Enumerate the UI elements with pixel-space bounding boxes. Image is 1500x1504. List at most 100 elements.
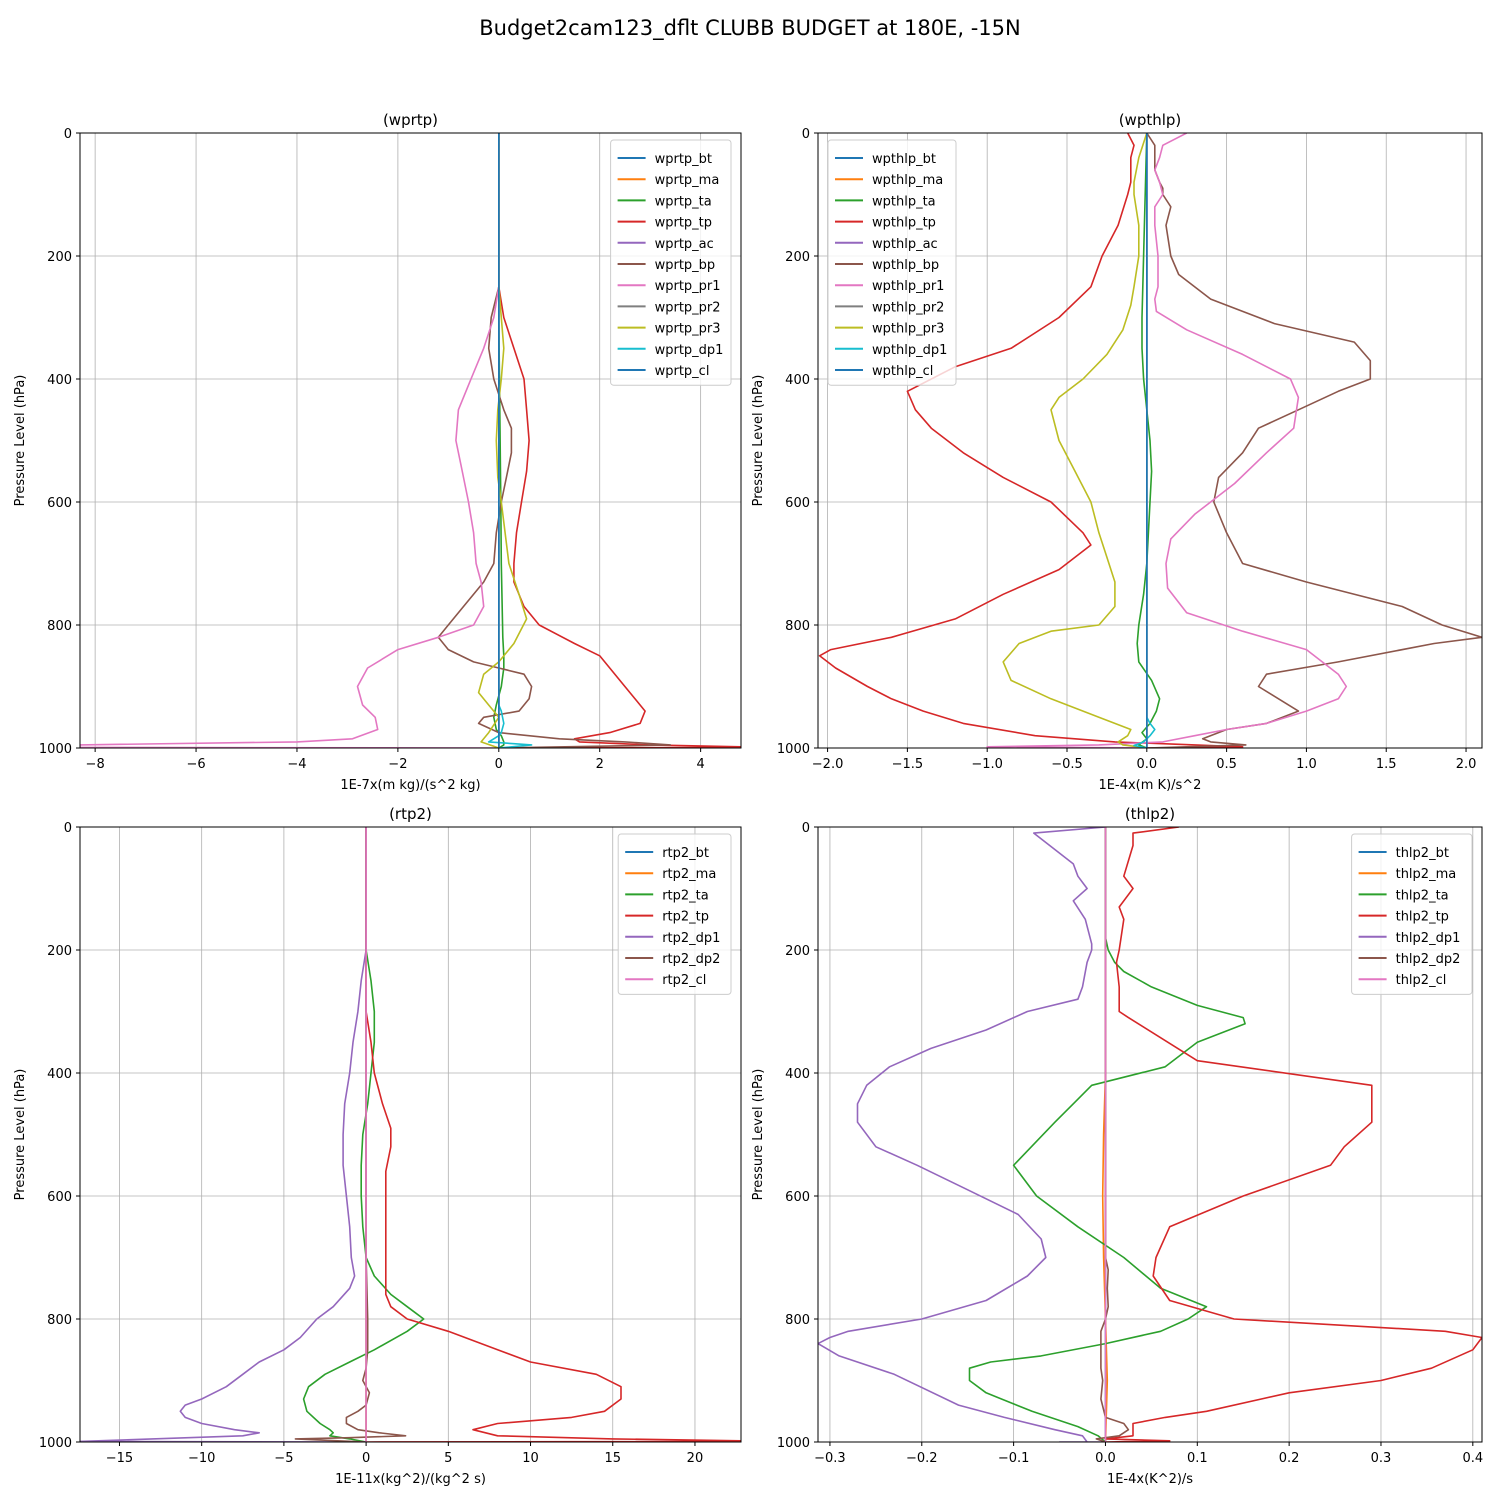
x-tick-label-4: 0.1 xyxy=(1187,1451,1208,1466)
y-tick-label-0: 0 xyxy=(64,127,72,142)
x-axis-label: 1E-4x(K^2)/s xyxy=(1107,1472,1193,1487)
y-tick-label-0: 0 xyxy=(802,127,810,142)
y-axis-label: Pressure Level (hPa) xyxy=(751,375,766,507)
y-tick-label-2: 400 xyxy=(785,373,810,388)
y-axis-label: Pressure Level (hPa) xyxy=(13,1069,28,1201)
x-axis-label: 1E-7x(m kg)/(s^2 kg) xyxy=(340,778,480,793)
series-group xyxy=(818,827,1482,1442)
legend-label-rtp2_dp2: rtp2_dp2 xyxy=(662,952,720,967)
legend-label-wpthlp_pr3: wpthlp_pr3 xyxy=(872,322,944,337)
x-tick-label-3: −0.5 xyxy=(1051,757,1083,772)
y-axis-label: Pressure Level (hPa) xyxy=(751,1069,766,1201)
legend-label-wprtp_tp: wprtp_tp xyxy=(655,216,712,231)
legend: wprtp_bt wprtp_ma wprtp_ta wprtp_tp wprtp_ac… xyxy=(610,139,732,386)
x-tick-label-5: 10 xyxy=(522,1451,539,1466)
y-tick-label-4: 800 xyxy=(47,619,72,634)
y-axis-label: Pressure Level (hPa) xyxy=(13,375,28,507)
x-axis-label: 1E-4x(m K)/s^2 xyxy=(1099,778,1202,793)
chart-panel-2: −2.0 −1.5 −1.0 −0.5 0.0 0.5 1.0 1.5 2.0 0 200 400 60… xyxy=(751,111,1483,793)
x-tick-label-3: −2 xyxy=(388,757,407,772)
legend-label-rtp2_bt: rtp2_bt xyxy=(662,846,709,861)
y-tick-label-3: 600 xyxy=(785,496,810,511)
series-line-rtp2_dp1 xyxy=(80,827,367,1442)
legend-label-thlp2_tp: thlp2_tp xyxy=(1396,910,1449,925)
x-tick-label-7: 20 xyxy=(687,1451,704,1466)
series-group xyxy=(80,827,741,1442)
legend-label-wpthlp_ma: wpthlp_ma xyxy=(872,173,943,188)
series-line-wpthlp_bp xyxy=(1146,133,1482,748)
panel-title: (wprtp) xyxy=(383,111,438,129)
x-tick-label-5: 0.2 xyxy=(1279,1451,1300,1466)
figure-title: Budget2cam123_dflt CLUBB BUDGET at 180E,… xyxy=(479,16,1021,40)
y-tick-label-5: 1000 xyxy=(777,1436,810,1451)
legend-label-wprtp_pr1: wprtp_pr1 xyxy=(655,279,721,294)
x-tick-label-4: 5 xyxy=(444,1451,452,1466)
plot-frame xyxy=(817,132,1483,749)
y-tick-label-2: 400 xyxy=(47,1067,72,1082)
series-line-rtp2_dp2 xyxy=(294,827,407,1442)
legend-label-rtp2_ma: rtp2_ma xyxy=(662,867,716,882)
plot-frame xyxy=(79,826,742,1443)
x-tick-label-0: −15 xyxy=(106,1451,133,1466)
series-line-wpthlp_pr1 xyxy=(986,133,1348,748)
x-tick-label-1: −1.5 xyxy=(892,757,924,772)
series-line-thlp2_ta xyxy=(968,827,1246,1442)
x-tick-label-2: −0.1 xyxy=(998,1451,1030,1466)
legend-label-rtp2_ta: rtp2_ta xyxy=(662,888,709,903)
legend-label-wpthlp_bp: wpthlp_bp xyxy=(872,258,939,273)
y-tick-label-2: 400 xyxy=(47,373,72,388)
x-tick-label-2: −1.0 xyxy=(971,757,1003,772)
legend-label-thlp2_cl: thlp2_cl xyxy=(1396,973,1447,988)
x-tick-label-0: −0.3 xyxy=(814,1451,846,1466)
legend-label-wprtp_ta: wprtp_ta xyxy=(655,194,712,209)
legend-label-wprtp_pr2: wprtp_pr2 xyxy=(655,300,721,315)
x-axis-label: 1E-11x(kg^2)/(kg^2 s) xyxy=(335,1472,486,1487)
panel-title: (thlp2) xyxy=(1125,805,1175,823)
legend-label-wpthlp_ta: wpthlp_ta xyxy=(872,194,936,209)
x-tick-label-7: 1.5 xyxy=(1376,757,1397,772)
chart-panel-1: −8 −6 −4 −2 0 2 4 0 200 400 600 800 1000 (wprtp) 1E-7x… xyxy=(13,111,742,793)
series-line-wpthlp_ta xyxy=(1136,133,1161,748)
series-line-wpthlp_pr3 xyxy=(1002,133,1148,748)
series-line-wprtp_bp xyxy=(437,133,672,748)
series-line-rtp2_ta xyxy=(302,827,425,1442)
legend-label-wpthlp_dp1: wpthlp_dp1 xyxy=(872,343,947,358)
y-tick-label-1: 200 xyxy=(785,250,810,265)
legend-label-wprtp_ac: wprtp_ac xyxy=(655,237,714,252)
legend-label-wprtp_dp1: wprtp_dp1 xyxy=(655,343,724,358)
y-tick-label-3: 600 xyxy=(47,496,72,511)
legend-label-wprtp_bp: wprtp_bp xyxy=(655,258,716,273)
x-tick-label-0: −2.0 xyxy=(812,757,844,772)
x-tick-label-5: 0.5 xyxy=(1216,757,1237,772)
x-tick-label-1: −0.2 xyxy=(906,1451,938,1466)
series-group xyxy=(80,133,741,748)
legend-label-wpthlp_cl: wpthlp_cl xyxy=(872,364,933,379)
legend-label-thlp2_ta: thlp2_ta xyxy=(1396,888,1449,903)
y-tick-label-1: 200 xyxy=(785,944,810,959)
series-line-wprtp_dp1 xyxy=(487,133,533,748)
x-tick-label-0: −8 xyxy=(86,757,105,772)
series-line-wprtp_ta xyxy=(492,133,505,748)
x-tick-label-1: −6 xyxy=(186,757,205,772)
y-tick-label-4: 800 xyxy=(47,1313,72,1328)
panel-title: (rtp2) xyxy=(389,805,432,823)
legend-label-thlp2_ma: thlp2_ma xyxy=(1396,867,1457,882)
plot-frame xyxy=(79,132,742,749)
x-tick-label-2: −4 xyxy=(287,757,306,772)
legend-label-thlp2_dp2: thlp2_dp2 xyxy=(1396,952,1461,967)
legend-label-wprtp_cl: wprtp_cl xyxy=(655,364,710,379)
series-line-thlp2_tp xyxy=(1104,827,1482,1442)
x-tick-label-3: 0 xyxy=(362,1451,370,1466)
legend-label-wpthlp_ac: wpthlp_ac xyxy=(872,237,938,252)
x-tick-label-2: −5 xyxy=(274,1451,293,1466)
legend-label-wprtp_pr3: wprtp_pr3 xyxy=(655,322,721,337)
legend-label-wprtp_ma: wprtp_ma xyxy=(655,173,720,188)
legend: thlp2_bt thlp2_ma thlp2_ta thlp2_tp thlp2_dp… xyxy=(1351,833,1473,995)
legend-label-thlp2_bt: thlp2_bt xyxy=(1396,846,1449,861)
legend-label-wpthlp_tp: wpthlp_tp xyxy=(872,216,936,231)
series-line-thlp2_dp2 xyxy=(1095,827,1130,1442)
chart-panel-3: −15 −10 −5 0 5 10 15 2002004006008001000(rtp2)1… xyxy=(13,805,742,1487)
series-line-wpthlp_tp xyxy=(818,133,1244,748)
series-line-wprtp_pr1 xyxy=(80,133,500,748)
